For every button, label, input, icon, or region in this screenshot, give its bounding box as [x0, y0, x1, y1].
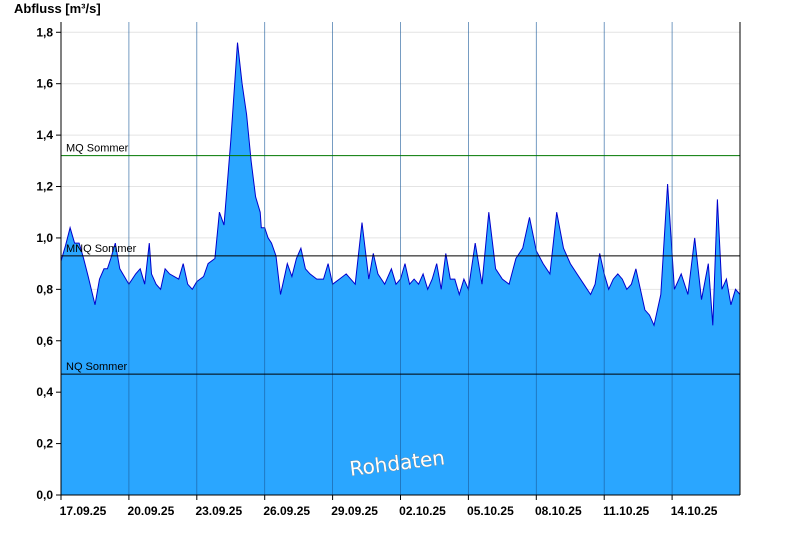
x-tick-label: 20.09.25 — [128, 504, 175, 518]
y-tick-label: 0,8 — [36, 282, 53, 296]
y-axis-ticks: 0,0 0,2 0,4 0,6 0,8 1,0 1,2 1,4 1,6 1,8 — [36, 25, 61, 502]
x-tick-label: 26.09.25 — [263, 504, 310, 518]
x-tick-label: 02.10.25 — [399, 504, 446, 518]
y-tick-label: 0,6 — [36, 334, 53, 348]
x-axis-ticks: 17.09.25 20.09.25 23.09.25 26.09.25 29.09.25… — [60, 495, 718, 518]
y-axis-label: Abfluss [m³/s] — [14, 1, 101, 16]
y-tick-label: 1,6 — [36, 77, 53, 91]
y-tick-label: 1,2 — [36, 180, 53, 194]
discharge-line — [60, 42, 741, 327]
y-tick-label: 1,8 — [36, 25, 53, 39]
reference-line-label: NQ Sommer — [66, 361, 127, 373]
y-tick-label: 1,4 — [36, 128, 53, 142]
y-tick-label: 0,0 — [36, 488, 53, 502]
x-grid-lines — [128, 22, 673, 495]
x-tick-label: 29.09.25 — [331, 504, 378, 518]
x-tick-label: 17.09.25 — [60, 504, 107, 518]
y-tick-label: 0,4 — [36, 385, 53, 399]
reference-line-label: MNQ Sommer — [66, 243, 137, 255]
x-tick-label: 14.10.25 — [671, 504, 718, 518]
x-tick-label: 23.09.25 — [195, 504, 242, 518]
x-tick-label: 11.10.25 — [603, 504, 649, 518]
x-tick-label: 08.10.25 — [535, 504, 582, 518]
y-tick-label: 1,0 — [36, 231, 53, 245]
reference-lines: MQ Sommer MNQ Sommer NQ Sommer — [61, 143, 740, 375]
y-tick-label: 0,2 — [36, 437, 53, 451]
x-tick-label: 05.10.25 — [467, 504, 514, 518]
reference-line-label: MQ Sommer — [66, 143, 129, 155]
